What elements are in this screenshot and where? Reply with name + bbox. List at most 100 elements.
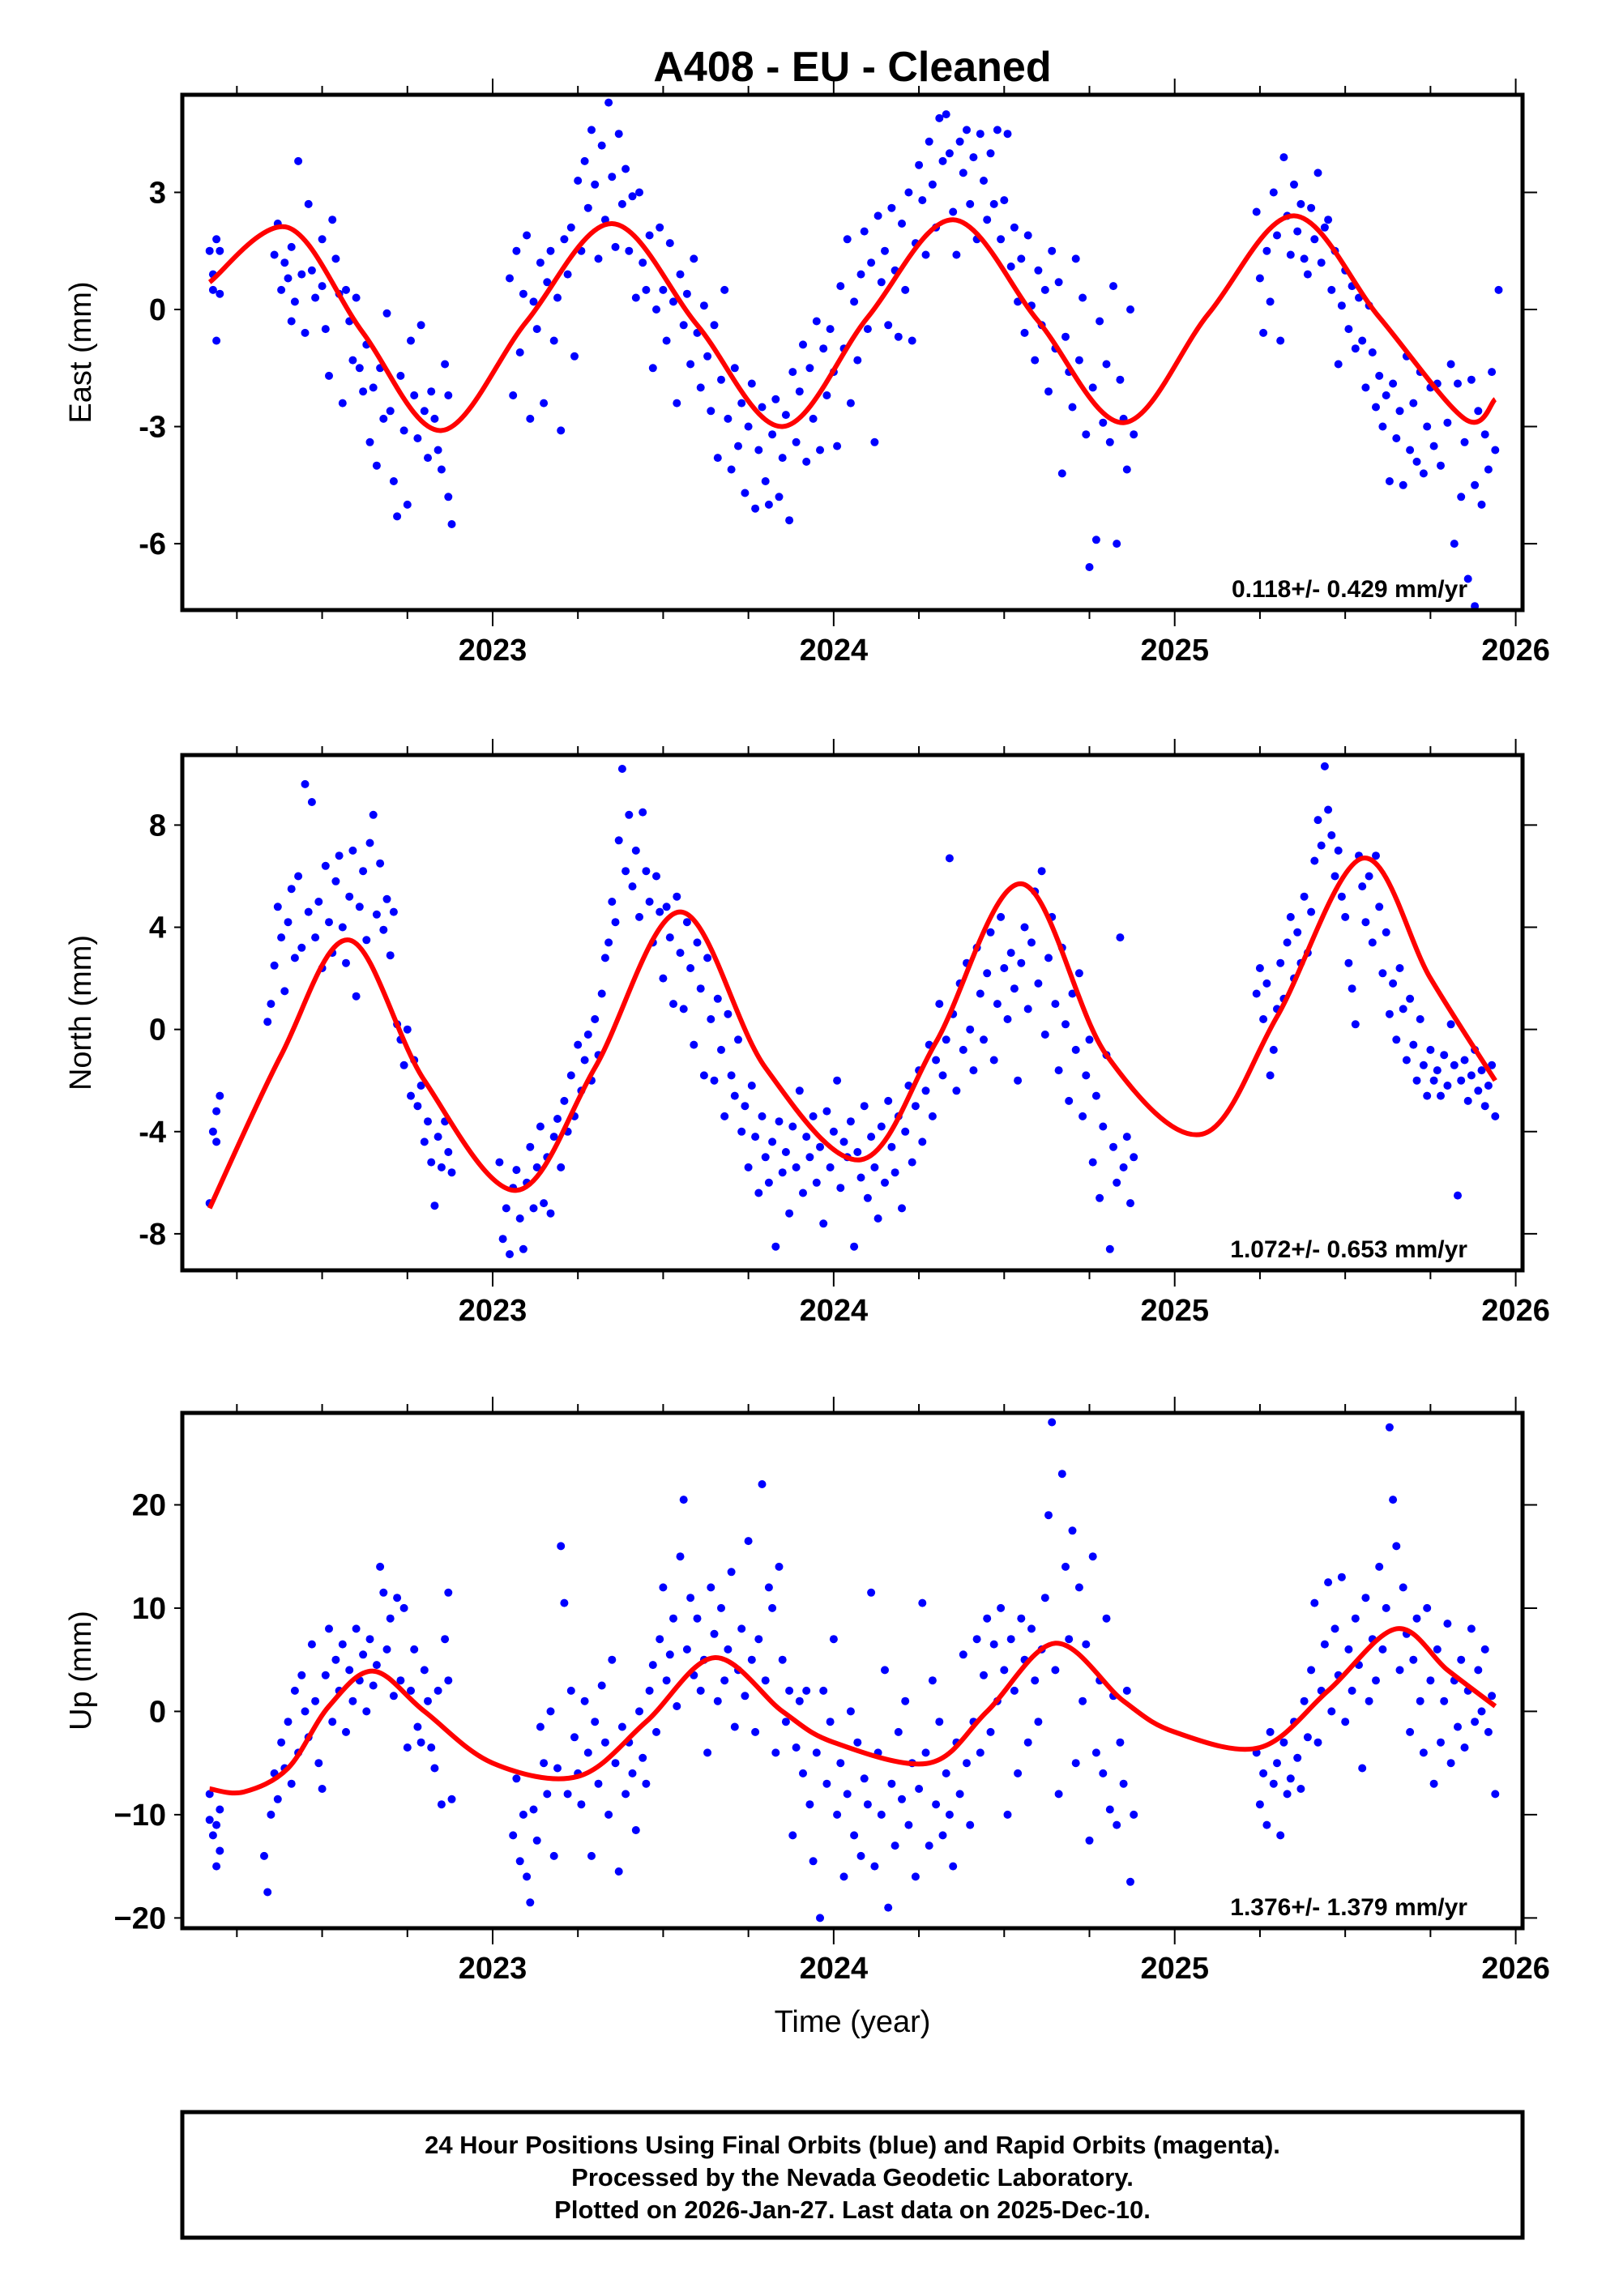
data-point [1450,1061,1459,1069]
data-point [1130,430,1138,439]
data-point [682,289,691,298]
data-point [1382,928,1390,937]
data-point [690,254,698,263]
data-point [515,1214,524,1223]
data-point [1307,203,1316,212]
data-point [1327,285,1336,294]
data-point [1082,430,1091,439]
data-point [833,1810,842,1819]
data-point [717,375,725,384]
data-point [512,1166,521,1175]
data-point [894,332,903,341]
data-point [812,1748,821,1757]
data-point [1412,1076,1421,1085]
data-point [396,371,405,380]
data-point [290,297,299,306]
data-point [966,199,975,208]
data-point [591,180,600,189]
data-point [1054,1790,1063,1799]
data-point [1061,1020,1070,1029]
data-point [1320,762,1329,770]
data-point [935,113,944,122]
data-points [205,762,1500,1259]
data-point [881,1666,889,1675]
data-point [1296,199,1305,208]
data-point [819,1219,828,1228]
data-point [1440,1696,1449,1705]
data-point [540,1199,549,1208]
data-point [945,854,954,863]
data-point [328,216,337,224]
data-point [669,1000,677,1009]
data-point [1471,1718,1480,1726]
data-point [1337,892,1346,901]
data-point [1331,872,1339,881]
data-point [1358,882,1367,891]
data-point [1099,1769,1108,1777]
data-point [543,278,552,287]
data-point [1044,387,1053,396]
data-point [1406,446,1415,455]
data-point [1409,399,1418,408]
data-point [703,954,712,962]
data-point [345,1666,354,1675]
y-tick-label: 10 [132,1592,166,1626]
data-point [444,1676,453,1685]
data-point [1054,278,1063,287]
data-point [639,808,647,817]
data-point [1412,457,1421,466]
data-point [267,1000,275,1009]
data-point [307,266,316,275]
footer-box: 24 Hour Positions Using Final Orbits (bl… [180,2110,1525,2240]
data-point [785,1209,794,1218]
y-tick-label: 0 [149,1695,166,1729]
data-point [1000,196,1009,205]
data-point [273,1795,282,1803]
data-point [410,391,419,399]
data-point [342,285,350,294]
data-point [966,1820,975,1829]
data-point [707,1015,715,1023]
data-point [376,859,385,868]
data-point [1000,1666,1009,1675]
data-point [676,949,685,958]
data-point [307,798,316,806]
data-point [416,321,425,330]
data-point [1477,1707,1486,1716]
y-axis-label: East (mm) [64,281,98,423]
x-tick-label: 2025 [1140,1294,1209,1328]
data-point [1065,1635,1074,1644]
data-point [549,1851,558,1860]
y-tick-label: 3 [149,176,166,210]
data-point [1385,1009,1394,1018]
data-point [546,246,555,255]
data-point [730,1722,739,1731]
data-point [1082,1071,1091,1080]
data-point [597,989,606,998]
data-point [921,1748,930,1757]
fit-curve [209,1626,1497,1796]
data-point [1375,371,1384,380]
data-point [304,907,313,916]
data-point [993,1000,1002,1009]
data-point [1437,461,1445,470]
data-point [205,246,214,255]
data-point [686,360,695,369]
data-point [304,199,313,208]
data-point [1320,223,1329,232]
data-point [805,1153,814,1162]
data-point [1034,266,1043,275]
data-point [1443,418,1452,427]
data-point [915,160,924,169]
data-point [1365,1696,1373,1705]
data-point [1300,892,1309,901]
data-point [321,1671,330,1679]
data-point [1429,1779,1438,1788]
data-point [1078,1112,1087,1120]
data-point [959,1650,967,1659]
data-point [921,250,930,259]
data-point [273,903,282,911]
data-point [1392,1035,1401,1044]
data-point [997,1603,1006,1612]
data-point [768,1137,777,1146]
